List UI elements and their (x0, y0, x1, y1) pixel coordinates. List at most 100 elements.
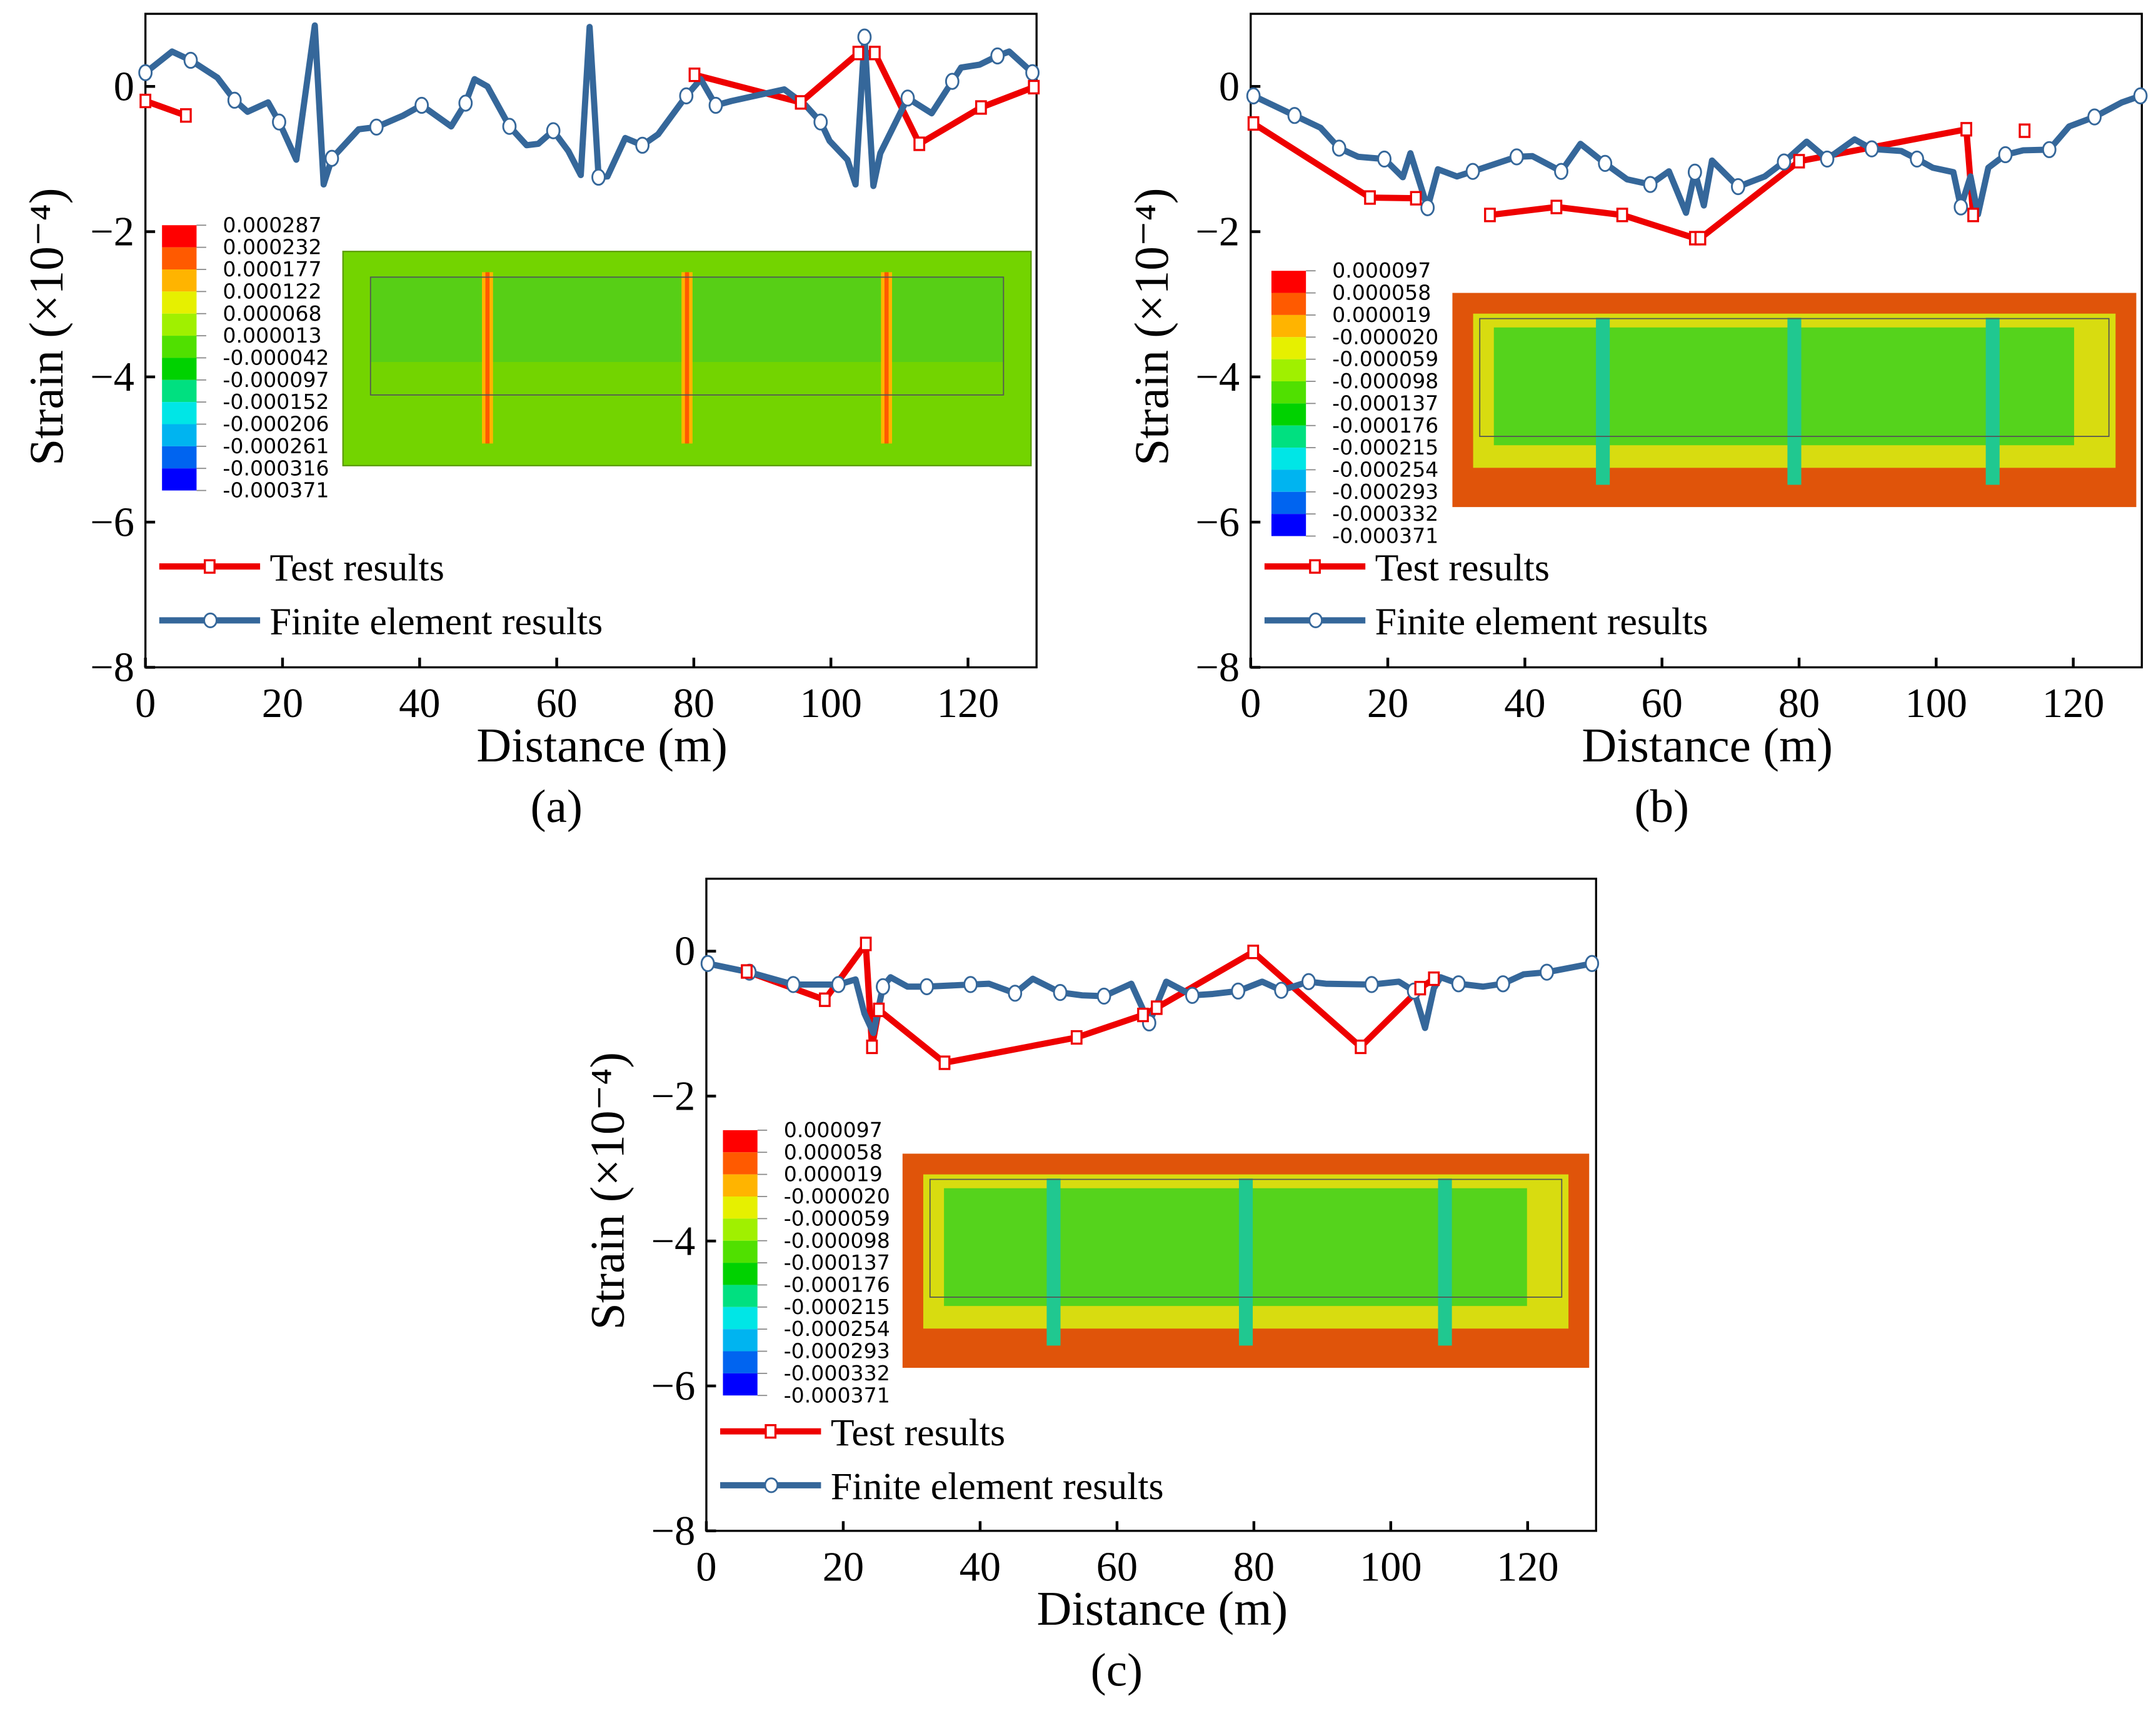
test-data-point (1428, 971, 1440, 986)
contour-band (1046, 1178, 1061, 1346)
colorbar-label: -0.000098 (1332, 369, 1438, 393)
x-tick-label: 100 (800, 681, 861, 726)
colorbar-label: 0.000177 (223, 257, 321, 281)
contour-band (1238, 1178, 1253, 1346)
y-tick-label: −6 (651, 1363, 696, 1409)
legend-circle-marker (764, 1477, 779, 1493)
colorbar-label: -0.000254 (1332, 457, 1438, 481)
fe-data-point (272, 113, 286, 131)
fe-data-point (1231, 982, 1246, 1000)
contour-band (1596, 318, 1610, 485)
test-data-point (1151, 1000, 1163, 1015)
plot-frame (144, 13, 1038, 669)
colorbar-label: -0.000059 (1332, 347, 1438, 371)
fe-data-point (920, 978, 934, 995)
y-tick-label: −2 (651, 1073, 696, 1119)
fe-data-point (1864, 140, 1879, 158)
fe-data-point (591, 168, 606, 186)
colorbar-swatch (162, 402, 197, 424)
fe-data-point (1540, 963, 1554, 981)
test-data-point (1414, 981, 1426, 996)
fe-data-point (945, 73, 960, 90)
colorbar-swatch (1271, 337, 1306, 359)
test-data-point (852, 46, 865, 61)
colorbar-swatch (1271, 469, 1306, 492)
colorbar-label: -0.000371 (784, 1383, 890, 1407)
contour-inset (342, 251, 1032, 466)
legend-test-label: Test results (270, 546, 444, 589)
y-tick-label: −6 (90, 499, 134, 545)
fe-data-point (1554, 163, 1568, 180)
colorbar-swatch (162, 468, 197, 491)
fe-data-point (1053, 984, 1068, 1001)
panel-label: (b) (1634, 781, 1689, 833)
test-data-point (869, 46, 881, 61)
contour-band (1985, 318, 2000, 485)
fe-data-point (1287, 107, 1302, 124)
fe-data-point (2087, 108, 2102, 126)
colorbar-swatch (162, 336, 197, 358)
fe-data-point (1509, 148, 1524, 166)
colorbar-swatch (1271, 293, 1306, 315)
y-tick-label: −4 (90, 354, 134, 400)
fe-data-point (183, 51, 198, 69)
x-tick-label: 0 (696, 1544, 716, 1590)
test-data-point (1616, 208, 1628, 223)
colorbar-swatch (1271, 271, 1306, 293)
colorbar-label: -0.000176 (784, 1272, 890, 1297)
fe-data-point (876, 978, 890, 995)
test-data-point (1410, 191, 1422, 206)
colorbar-label: -0.000316 (223, 456, 329, 480)
test-data-point (975, 100, 987, 115)
legend-square-marker (204, 559, 216, 574)
colorbar-swatch (723, 1240, 758, 1263)
colorbar-label: 0.000097 (1332, 258, 1431, 283)
fe-data-point (138, 64, 153, 81)
x-tick-label: 80 (673, 681, 714, 726)
colorbar-swatch (723, 1307, 758, 1330)
colorbar-swatch (723, 1130, 758, 1153)
test-data-point (860, 936, 872, 951)
test-data-point (1550, 199, 1563, 214)
legend-test-label: Test results (831, 1412, 1005, 1454)
fe-data-point (1364, 976, 1379, 993)
colorbar-label: -0.000215 (784, 1295, 890, 1319)
test-data-point (938, 1055, 951, 1070)
fe-data-point (1598, 154, 1613, 172)
fe-data-point (813, 113, 828, 131)
colorbar-swatch (723, 1196, 758, 1219)
x-axis-label: Distance (m) (476, 718, 728, 772)
fe-data-point (1096, 987, 1111, 1005)
test-data-point (1247, 116, 1260, 131)
colorbar-label: 0.000232 (223, 235, 321, 259)
contour-band (485, 272, 490, 444)
x-tick-label: 120 (1497, 1544, 1558, 1590)
fe-data-point (324, 149, 339, 167)
fe-data-point (1025, 64, 1040, 81)
test-data-point (1137, 1007, 1149, 1023)
contour-band (1787, 318, 1802, 485)
fe-data-point (1687, 163, 1702, 181)
fe-data-point (900, 89, 915, 107)
colorbar-swatch (723, 1285, 758, 1307)
x-tick-label: 100 (1905, 681, 1967, 726)
fe-data-point (1377, 150, 1391, 168)
fe-data-point (1008, 985, 1023, 1002)
fe-data-point (458, 94, 473, 112)
fe-data-point (414, 96, 429, 114)
legend-test-label: Test results (1375, 546, 1550, 589)
y-tick-label: −8 (651, 1508, 696, 1554)
x-tick-label: 20 (1367, 681, 1408, 726)
test-data-point (1960, 122, 1972, 137)
test-data-point (139, 93, 152, 109)
fe-data-point (1998, 146, 2013, 164)
y-tick-label: 0 (114, 64, 134, 109)
colorbar-swatch (162, 247, 197, 269)
colorbar-label: -0.000097 (223, 368, 329, 392)
fe-data-point (1331, 139, 1346, 157)
x-tick-label: 80 (1778, 681, 1820, 726)
legend-circle-marker (1308, 612, 1323, 628)
